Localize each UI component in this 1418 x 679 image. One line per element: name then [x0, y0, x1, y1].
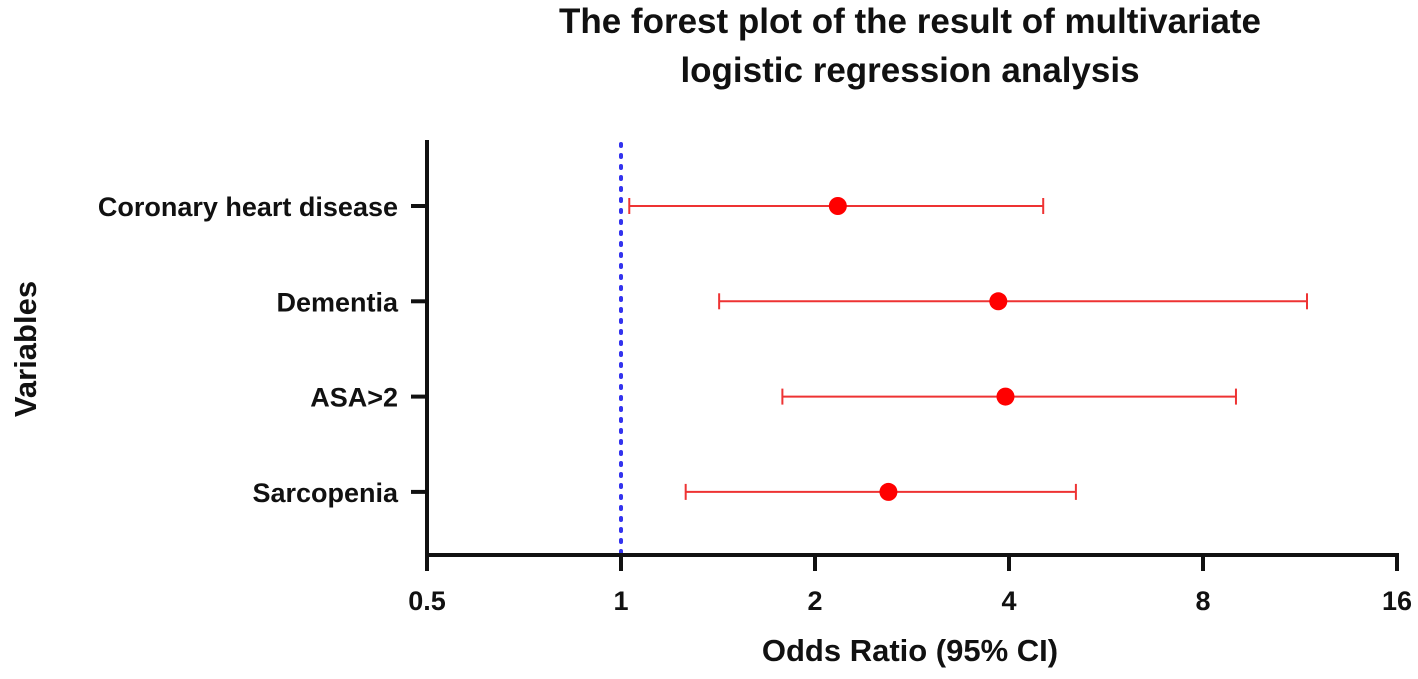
data-rows: [628, 197, 1308, 501]
category-label: Dementia: [276, 287, 399, 317]
x-axis-label: Odds Ratio (95% CI): [762, 633, 1058, 668]
category-label: ASA>2: [310, 383, 398, 413]
x-tick-label: 1: [613, 586, 628, 616]
chart-title-line-2: logistic regression analysis: [680, 51, 1139, 90]
chart-title: The forest plot of the result of multiva…: [559, 2, 1261, 90]
x-tick-label: 4: [1001, 586, 1016, 616]
y-axis-label: Variables: [8, 281, 43, 417]
x-tick-label: 0.5: [408, 586, 446, 616]
x-tick-label: 16: [1382, 586, 1412, 616]
axes: 0.5 1 2 4 8 16 Coronary heart disease Dementia A…: [98, 140, 1412, 616]
category-label: Coronary heart disease: [98, 192, 398, 222]
odds-ratio-point: [996, 387, 1015, 406]
x-tick-label: 8: [1195, 586, 1210, 616]
odds-ratio-point: [879, 482, 898, 501]
x-tick-label: 2: [807, 586, 822, 616]
odds-ratio-point: [989, 292, 1008, 311]
category-label: Sarcopenia: [252, 478, 399, 508]
odds-ratio-point: [828, 197, 847, 215]
chart-title-line-1: The forest plot of the result of multiva…: [559, 2, 1261, 41]
